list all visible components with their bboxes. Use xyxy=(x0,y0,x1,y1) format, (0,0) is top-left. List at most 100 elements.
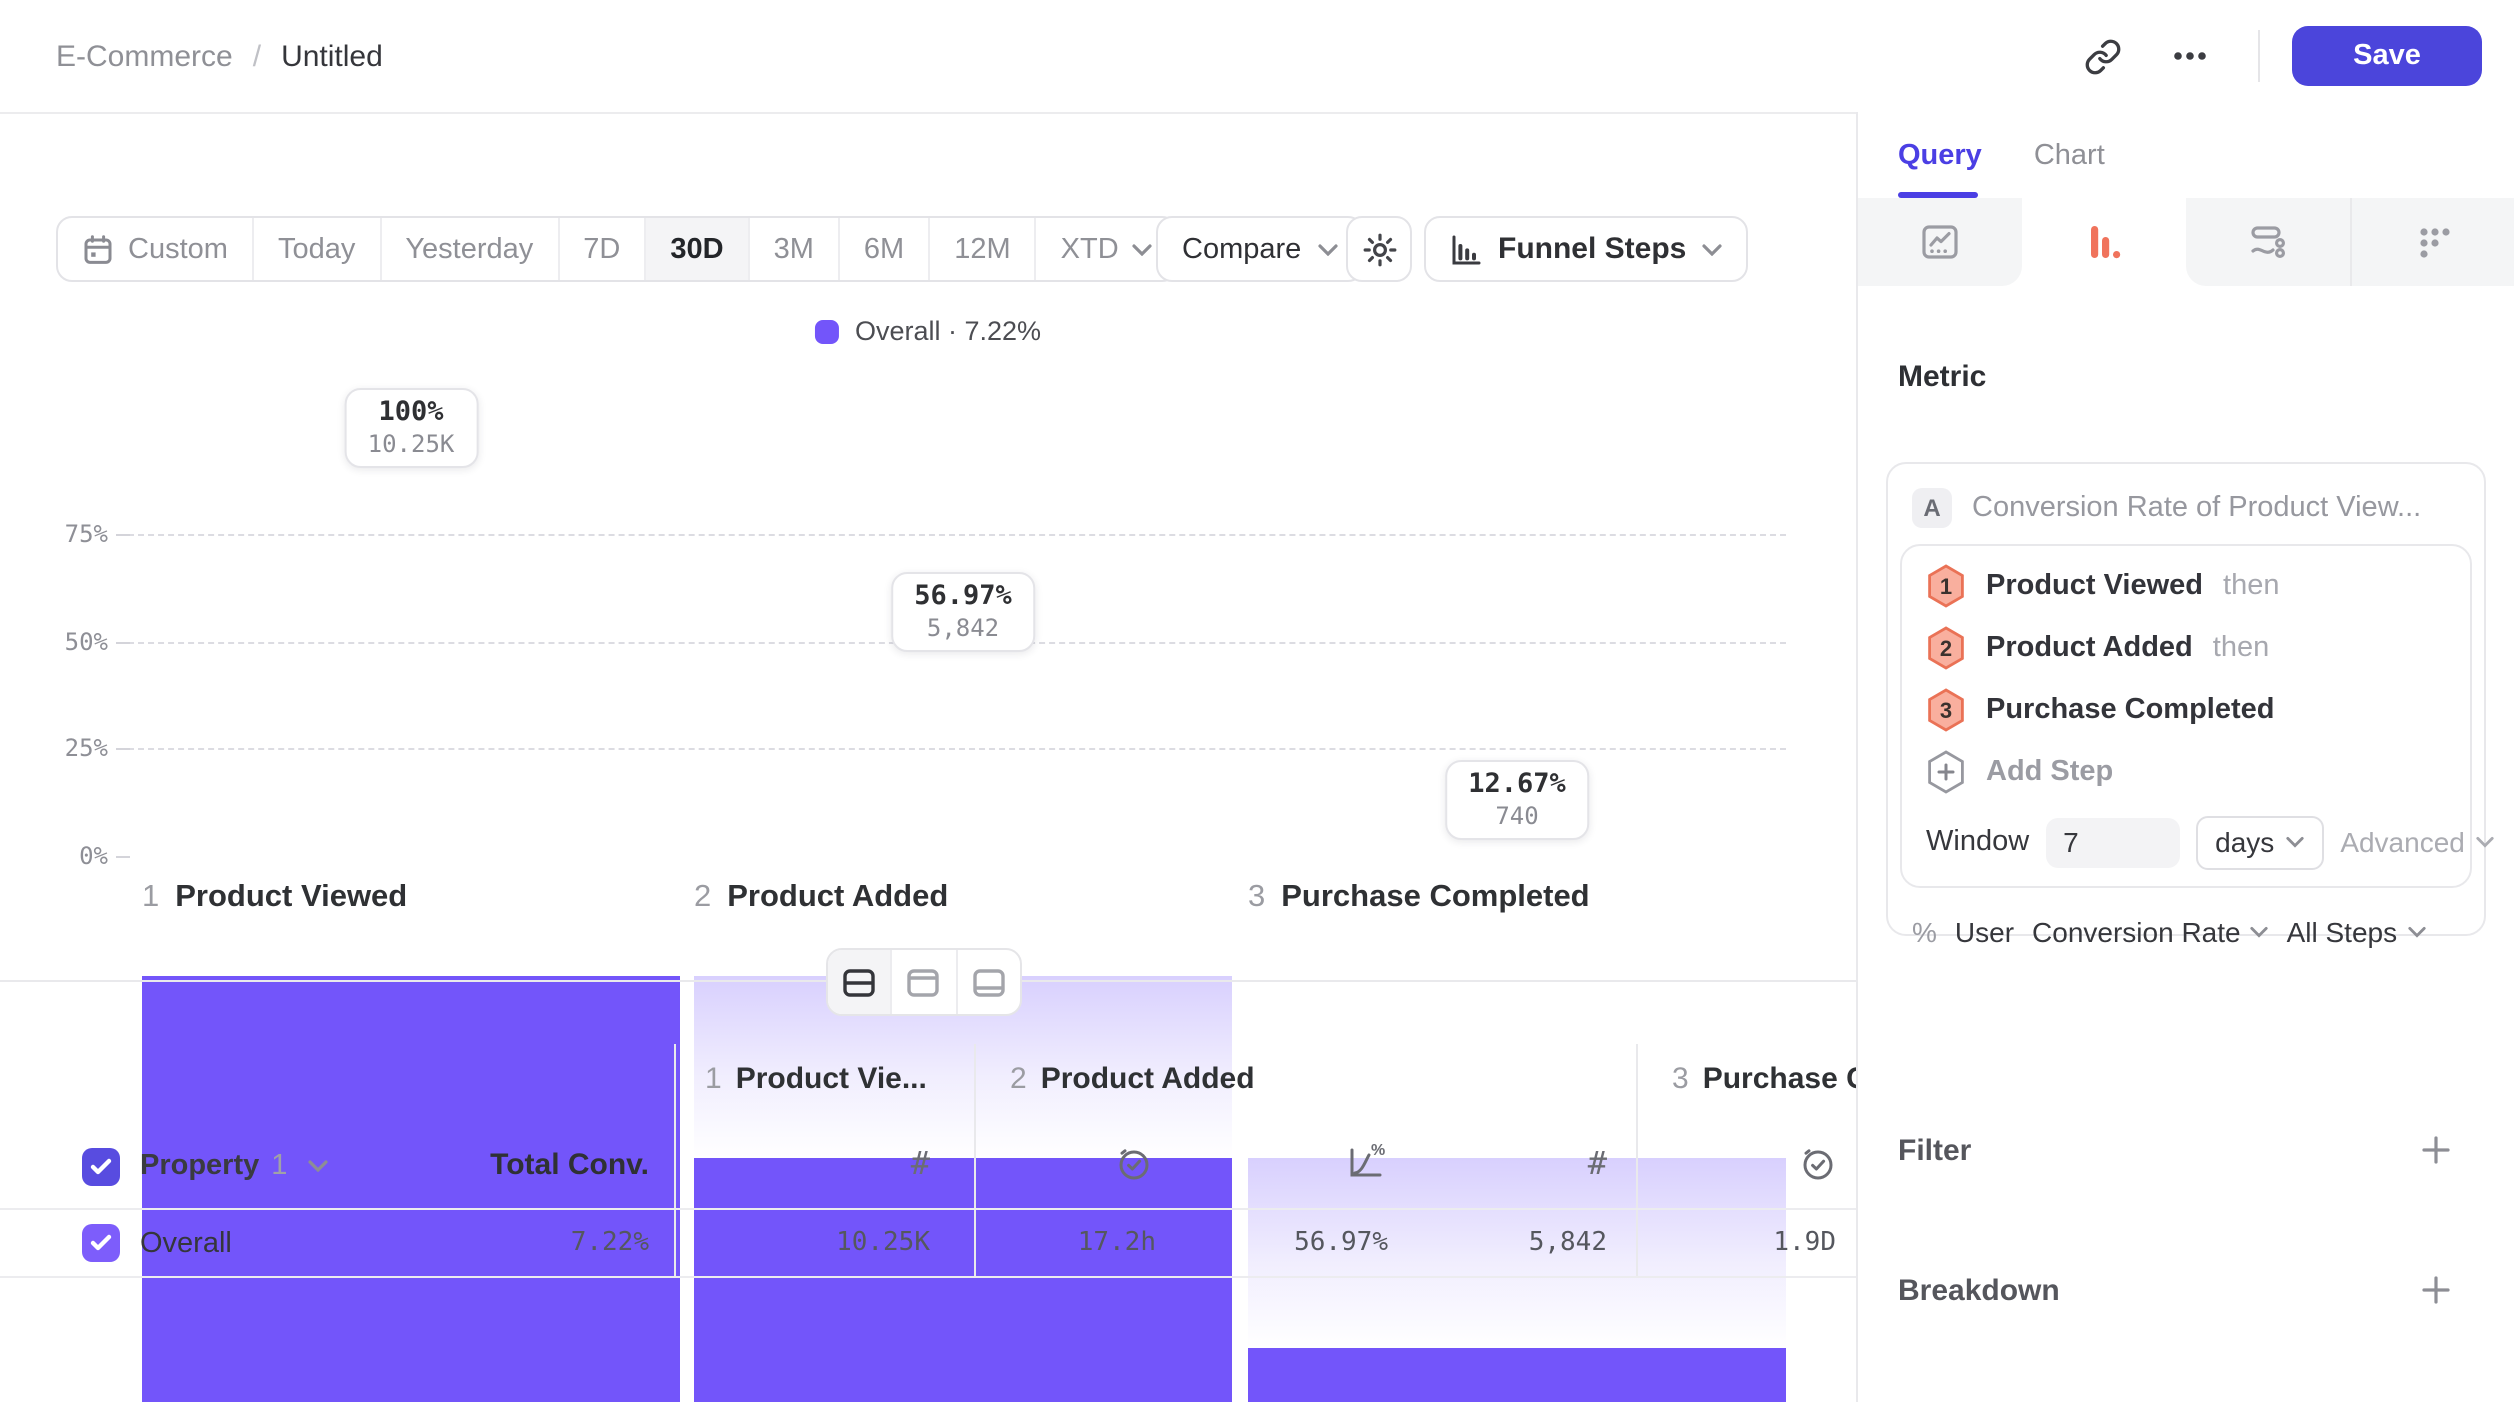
calendar-icon xyxy=(82,233,114,265)
bar-converted xyxy=(1248,1347,1786,1402)
bar-converted xyxy=(694,1158,1232,1402)
row-checkbox[interactable] xyxy=(82,1224,120,1262)
range-3m[interactable]: 3M xyxy=(750,218,840,280)
query-panel: Query Chart xyxy=(1856,112,2514,1402)
gear-icon xyxy=(1361,231,1397,267)
gridline-25 xyxy=(128,748,1786,750)
insights-chart-tab[interactable] xyxy=(1858,198,2022,286)
clock-check-icon xyxy=(1798,1143,1836,1181)
step-axis-label-2: 2 Product Added xyxy=(694,880,949,914)
total-conv-header: Total Conv. xyxy=(490,1148,649,1182)
add-breakdown-button[interactable] xyxy=(2420,1274,2452,1306)
save-button[interactable]: Save xyxy=(2292,26,2482,86)
plus-hexagon-icon xyxy=(1928,749,1964,793)
funnel-step-2[interactable]: 2 Product Added then xyxy=(1902,616,2469,678)
axis-tick xyxy=(116,534,130,536)
tab-query[interactable]: Query xyxy=(1898,139,1982,171)
retention-chart-tab[interactable] xyxy=(2350,198,2514,286)
cell-step3-time: 1.9D xyxy=(1773,1228,1836,1258)
filter-section: Filter xyxy=(1898,1122,2452,1178)
chart-settings-button[interactable] xyxy=(1346,216,1412,282)
range-custom-label: Custom xyxy=(128,233,228,265)
split-view-button[interactable] xyxy=(828,950,893,1014)
svg-text:2: 2 xyxy=(1940,635,1952,660)
add-step-button[interactable]: Add Step xyxy=(1902,740,2469,802)
chart-view-button[interactable] xyxy=(893,950,958,1014)
bar-converted xyxy=(142,975,680,1402)
step-name: Purchase Completed xyxy=(1986,693,2275,725)
chart-type-label: Funnel Steps xyxy=(1498,232,1687,266)
step-axis-label-3: 3 Purchase Completed xyxy=(1248,880,1590,914)
table-header-border xyxy=(0,1208,1856,1210)
breadcrumb: E-Commerce / Untitled xyxy=(56,0,383,112)
funnel-chart-tab[interactable] xyxy=(2022,198,2186,286)
flows-chart-tab[interactable] xyxy=(2186,198,2350,286)
range-6m[interactable]: 6M xyxy=(840,218,931,280)
legend-label: Overall · 7.22% xyxy=(854,316,1042,346)
cell-step1-count: 10.25K xyxy=(836,1228,930,1258)
legend-swatch xyxy=(814,319,839,343)
chart-type-tabs xyxy=(1858,198,2514,286)
window-unit-select[interactable]: days xyxy=(2195,815,2325,869)
select-all-checkbox[interactable] xyxy=(82,1147,120,1185)
property-selector[interactable]: Property 1 xyxy=(140,1150,287,1182)
view-toggle xyxy=(826,948,1022,1016)
y-axis-label-0: 0% xyxy=(79,841,108,869)
breadcrumb-parent[interactable]: E-Commerce xyxy=(56,39,233,73)
avg-time-metric[interactable] xyxy=(1788,1142,1836,1182)
measure-scope-select[interactable]: All Steps xyxy=(2287,916,2426,948)
funnel-bar-step-2[interactable] xyxy=(694,547,1232,1402)
series-letter-badge: A xyxy=(1912,488,1952,528)
avg-time-metric[interactable] xyxy=(1104,1142,1152,1182)
active-tab-underline xyxy=(1898,192,1978,198)
cell-step2-time: 17.2h xyxy=(1077,1228,1156,1258)
range-today[interactable]: Today xyxy=(254,218,382,280)
uniques-metric[interactable]: # xyxy=(1559,1142,1607,1182)
chart-legend[interactable]: Overall · 7.22% xyxy=(814,316,1042,346)
window-label: Window xyxy=(1926,826,2030,858)
breadcrumb-current[interactable]: Untitled xyxy=(281,39,383,73)
top-bar: E-Commerce / Untitled Save xyxy=(0,0,2514,114)
measure-type-select[interactable]: Conversion Rate xyxy=(2032,916,2269,948)
breadcrumb-separator: / xyxy=(252,39,262,73)
chart-type-button[interactable]: Funnel Steps xyxy=(1424,216,1749,282)
range-30d[interactable]: 30D xyxy=(646,218,750,280)
table-column-step-3: 3 Purchase C xyxy=(1672,1062,1868,1096)
compare-button[interactable]: Compare xyxy=(1156,216,1364,282)
tab-chart[interactable]: Chart xyxy=(2033,139,2105,171)
window-value-input[interactable] xyxy=(2045,817,2180,867)
funnel-step-1[interactable]: 1 Product Viewed then xyxy=(1902,554,2469,616)
range-yesterday[interactable]: Yesterday xyxy=(381,218,560,280)
range-7d[interactable]: 7D xyxy=(559,218,647,280)
ellipsis-icon xyxy=(2172,50,2208,62)
topbar-divider xyxy=(2258,30,2260,82)
advanced-toggle[interactable]: Advanced xyxy=(2340,826,2495,858)
property-index: 1 xyxy=(271,1150,288,1182)
breakdown-section: Breakdown xyxy=(1898,1262,2452,1318)
range-custom[interactable]: Custom xyxy=(58,218,254,280)
metric-series-row[interactable]: A Conversion Rate of Product View... xyxy=(1888,464,2483,544)
uniques-metric[interactable]: # xyxy=(882,1142,930,1182)
measure-user[interactable]: User xyxy=(1954,916,2015,948)
table-row: Overall xyxy=(82,1224,232,1262)
chevron-down-icon xyxy=(2407,926,2425,938)
hash-icon: # xyxy=(1587,1143,1607,1181)
range-xtd[interactable]: XTD xyxy=(1037,218,1177,280)
column-separator xyxy=(673,1044,675,1276)
conversion-rate-metric[interactable]: % xyxy=(1336,1142,1388,1182)
chevron-down-icon[interactable] xyxy=(307,1160,328,1172)
chevron-down-icon xyxy=(1133,243,1153,255)
chevron-down-icon xyxy=(2477,836,2495,848)
add-filter-button[interactable] xyxy=(2420,1134,2452,1166)
table-view-button[interactable] xyxy=(957,950,1020,1014)
cell-step2-count: 5,842 xyxy=(1528,1228,1607,1258)
breakdown-label: Breakdown xyxy=(1898,1273,2060,1307)
range-xtd-label: XTD xyxy=(1060,233,1119,265)
more-options-button[interactable] xyxy=(2154,20,2226,92)
funnel-step-3[interactable]: 3 Purchase Completed xyxy=(1902,678,2469,740)
funnel-bar-step-1[interactable] xyxy=(142,547,680,1402)
share-link-button[interactable] xyxy=(2066,20,2138,92)
range-12m[interactable]: 12M xyxy=(930,218,1037,280)
funnel-bar-step-3[interactable] xyxy=(1248,547,1786,1402)
